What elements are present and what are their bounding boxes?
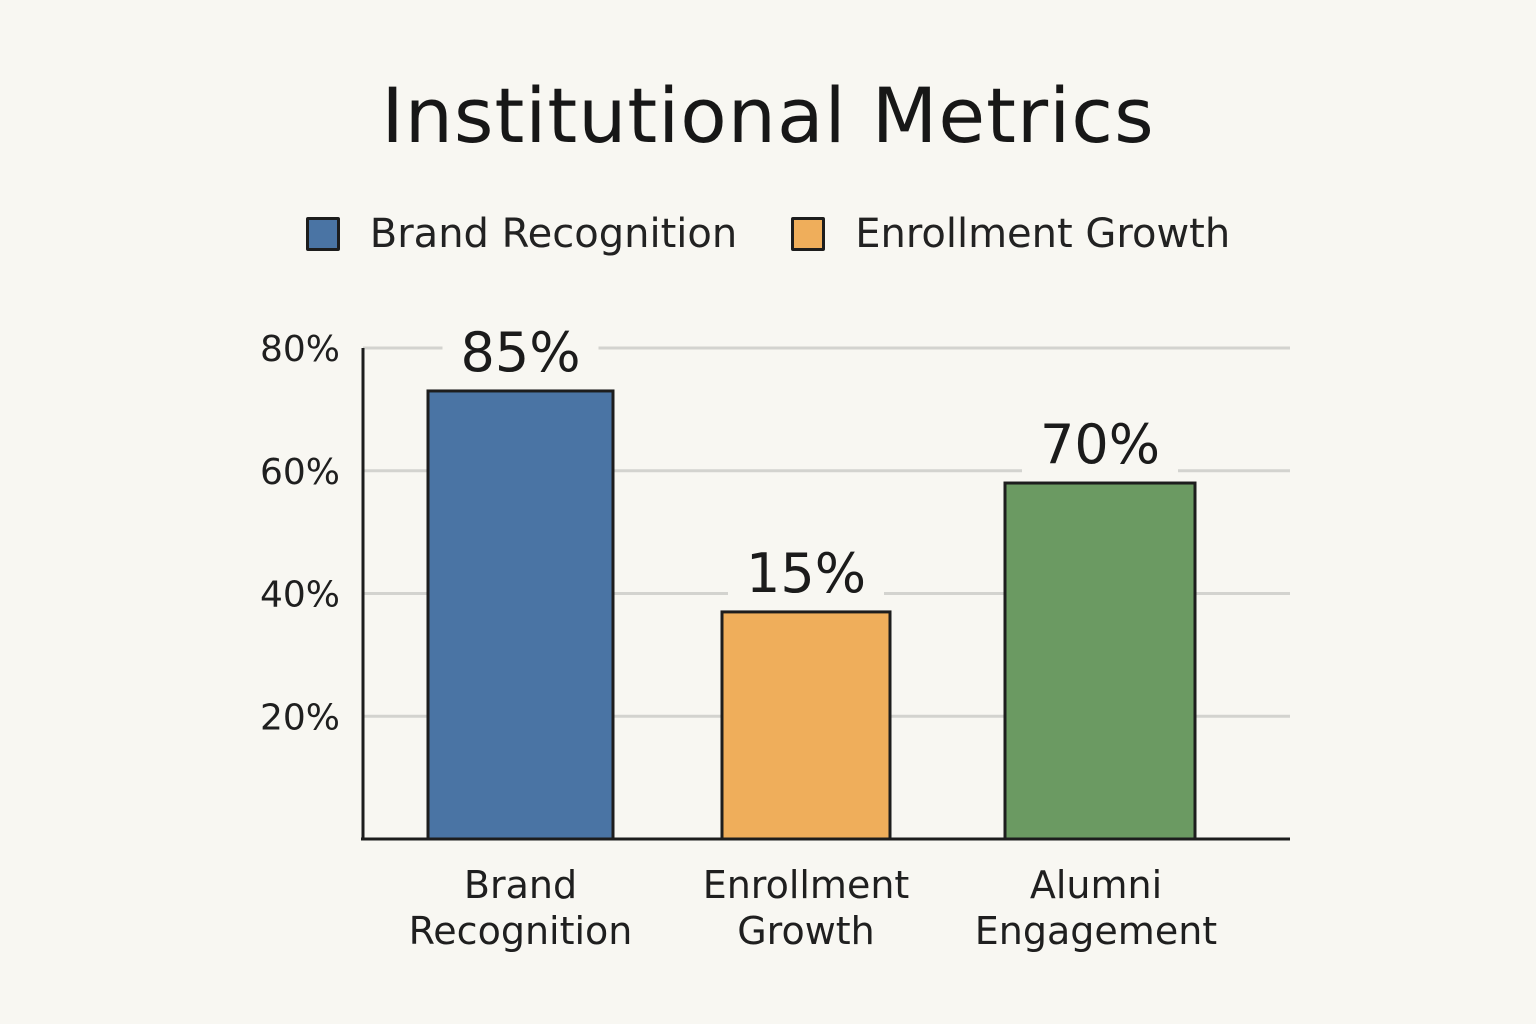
data-label-backdrop-0 [442, 322, 599, 381]
y-tick-label-80: 80% [260, 329, 340, 370]
x-tick-label-2-line-0: Alumni [1030, 863, 1162, 907]
y-tick-label-40: 40% [260, 575, 340, 616]
legend-label-brand-recognition: Brand Recognition [369, 211, 738, 257]
bar-alumni-engagement [1003, 481, 1197, 841]
legend-item-enrollment-growth: Enrollment Growth [791, 208, 1230, 260]
data-label-backdrop-2 [1022, 415, 1178, 474]
x-tick-label-0-line-0: Brand [464, 863, 577, 907]
legend-label-enrollment-growth: Enrollment Growth [855, 211, 1231, 257]
bar-enrollment-growth [720, 610, 892, 841]
data-label-alumni-engagement: 70% [1040, 413, 1160, 476]
bar-brand-recognition [426, 389, 615, 841]
x-tick-label-2-line-1: Engagement [975, 909, 1217, 953]
bars [426, 389, 1197, 841]
legend-swatch-enrollment-growth [791, 217, 826, 251]
x-tick-label-1-line-0: Enrollment [703, 863, 910, 907]
legend-swatch-brand-recognition [305, 217, 340, 251]
legend: Brand Recognition Enrollment Growth [0, 208, 1536, 260]
y-tick-label-20: 20% [260, 697, 340, 738]
y-tick-labels: 20% 40% 60% 80% [260, 329, 340, 738]
data-label-brand-recognition: 85% [460, 321, 580, 384]
axes [361, 348, 1290, 841]
x-tick-label-1-line-1: Growth [737, 909, 875, 953]
data-labels: 85% 15% 70% [442, 321, 1178, 605]
y-tick-label-60: 60% [260, 452, 340, 493]
data-label-backdrop-1 [728, 543, 884, 602]
data-label-enrollment-growth: 15% [746, 542, 866, 605]
chart-title: Institutional Metrics [381, 71, 1155, 160]
x-tick-label-0-line-1: Recognition [409, 909, 633, 953]
legend-item-brand-recognition: Brand Recognition [305, 208, 738, 260]
